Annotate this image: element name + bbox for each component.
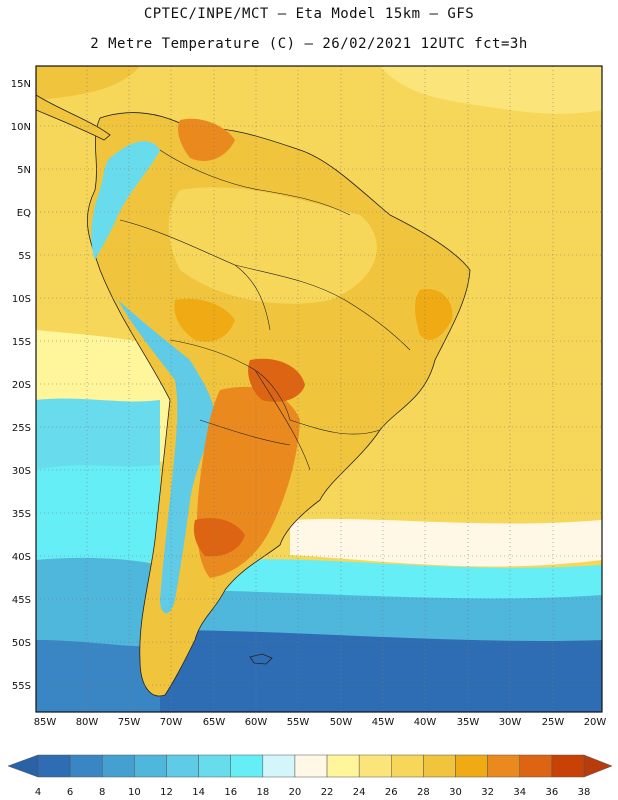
lat-label: EQ (17, 208, 31, 219)
lat-label: 15S (12, 337, 31, 348)
colorbar-label: 26 (385, 787, 398, 798)
colorbar-cell (423, 754, 456, 778)
lat-label: 10S (12, 294, 31, 305)
lon-label: 75W (118, 717, 141, 728)
colorbar-cell (487, 754, 521, 778)
lon-label: 60W (245, 717, 268, 728)
map-frame (35, 65, 603, 713)
colorbar-label: 22 (321, 787, 334, 798)
andes-central (118, 300, 215, 614)
atlantic-mild-band (290, 518, 602, 567)
colorbar-cell (198, 754, 231, 778)
colorbar-label: 12 (160, 787, 173, 798)
colorbar-label: 36 (546, 787, 559, 798)
map-subtitle: 2 Metre Temperature (C) – 26/02/2021 12U… (90, 36, 528, 52)
hot-region-northeast-brazil (415, 289, 453, 340)
colorbar-label: 10 (128, 787, 141, 798)
colorbar-low-arrow (7, 754, 39, 778)
southern-ocean (160, 630, 602, 712)
atlantic-cold-band (220, 559, 602, 605)
colorbar-cell (326, 754, 360, 778)
colorbar: 4 6 8 10 12 14 16 18 20 22 24 26 28 30 32 34 36 38 (7, 754, 613, 798)
hot-region-patagonia-north (193, 518, 245, 557)
lon-label: 65W (203, 717, 226, 728)
lat-label: 50S (12, 638, 31, 649)
colorbar-cell (358, 754, 392, 778)
lat-label: 20S (12, 380, 31, 391)
hot-region-pantanal (248, 358, 305, 402)
falkland-islands (249, 653, 273, 665)
lon-label: 50W (330, 717, 353, 728)
amazon-basin (168, 187, 377, 304)
lon-label: 20W (584, 717, 607, 728)
atlantic-colder-band (160, 590, 602, 645)
colorbar-cell (551, 754, 585, 778)
colorbar-label: 28 (417, 787, 430, 798)
colorbar-cell (166, 754, 199, 778)
longitude-axis: 85W 80W 75W 70W 65W 60W 55W 50W 45W 40W … (34, 717, 607, 728)
colorbar-label: 8 (99, 787, 105, 798)
colorbar-label: 34 (513, 787, 526, 798)
lat-label: 45S (12, 595, 31, 606)
map-title: CPTEC/INPE/MCT – Eta Model 15km – GFS (143, 6, 475, 22)
colorbar-label: 18 (256, 787, 269, 798)
lat-label: 30S (12, 466, 31, 477)
colorbar-label: 38 (578, 787, 591, 798)
lat-label: 15N (11, 79, 31, 90)
lon-label: 85W (34, 717, 57, 728)
lat-label: 10N (11, 122, 31, 133)
colorbar-cell (294, 754, 328, 778)
colorbar-label: 14 (192, 787, 205, 798)
colorbar-cell (230, 754, 264, 778)
hot-region-bolivia (174, 298, 235, 342)
colorbar-cell (37, 754, 71, 778)
lon-label: 30W (499, 717, 522, 728)
colorbar-cell (69, 754, 103, 778)
colorbar-label: 4 (35, 787, 41, 798)
lon-label: 40W (414, 717, 437, 728)
colorbar-label: 6 (67, 787, 73, 798)
colorbar-label: 24 (353, 787, 366, 798)
pacific-cold (36, 465, 160, 570)
country-borders (119, 149, 411, 471)
colorbar-cell (262, 754, 296, 778)
latitude-axis: 15N 10N 5N EQ 5S 10S 15S 20S 25S 30S 35S… (11, 79, 31, 692)
colorbar-cell (134, 754, 167, 778)
colorbar-cell (101, 754, 135, 778)
ocean-warm-northwest (36, 66, 140, 100)
lon-label: 70W (160, 717, 183, 728)
lat-label: 25S (12, 423, 31, 434)
lon-label: 55W (287, 717, 310, 728)
colorbar-label: 32 (481, 787, 494, 798)
andes-north (91, 141, 160, 260)
colorbar-label: 30 (449, 787, 462, 798)
hot-region-venezuela (178, 118, 235, 161)
lon-label: 45W (372, 717, 395, 728)
temperature-field (36, 66, 602, 712)
colorbar-cell (519, 754, 553, 778)
colorbar-cell (455, 754, 488, 778)
colorbar-cell (391, 754, 424, 778)
central-america-land (36, 94, 111, 141)
colorbar-label: 16 (224, 787, 237, 798)
lon-label: 80W (76, 717, 99, 728)
colorbar-high-arrow (583, 754, 613, 778)
lat-label: 5N (17, 165, 31, 176)
lat-label: 40S (12, 552, 31, 563)
lat-label: 55S (12, 681, 31, 692)
ocean-north-cooler (380, 66, 602, 114)
lon-label: 35W (457, 717, 480, 728)
lat-label: 5S (18, 251, 31, 262)
lat-label: 35S (12, 509, 31, 520)
colorbar-label: 20 (289, 787, 302, 798)
lon-label: 25W (542, 717, 565, 728)
